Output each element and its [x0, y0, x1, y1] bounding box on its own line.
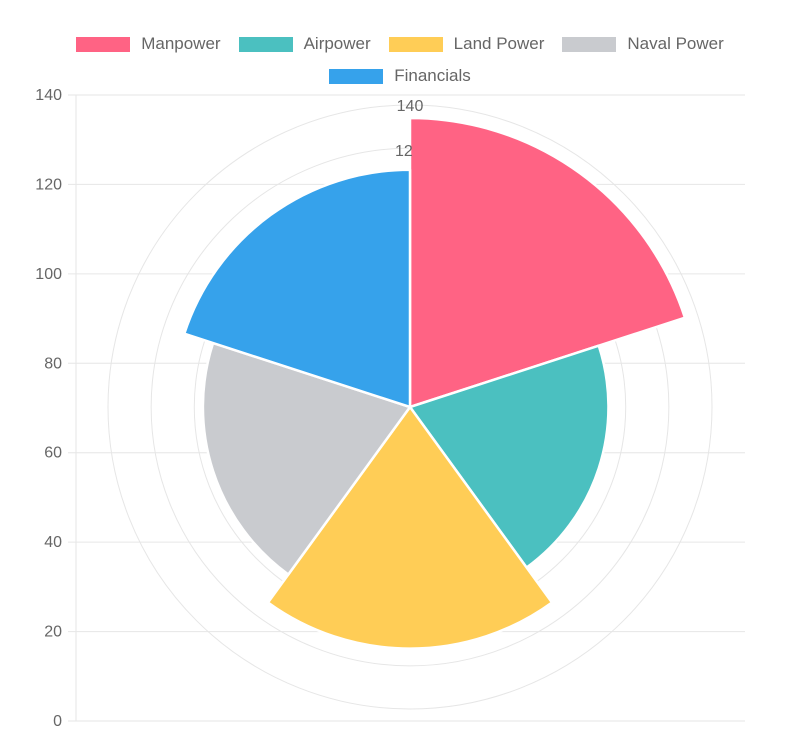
legend-item-land-power[interactable]: Land Power [388, 34, 545, 54]
radial-tick-label: 140 [397, 98, 424, 115]
legend-row: Manpower Airpower Land Power Naval Power [0, 28, 800, 60]
legend-item-naval-power[interactable]: Naval Power [562, 34, 724, 54]
legend-swatch [329, 68, 384, 84]
y-tick-label: 100 [35, 266, 62, 283]
legend-label: Naval Power [627, 34, 724, 53]
legend-swatch [388, 36, 443, 52]
polar-slices [183, 116, 687, 650]
legend-label: Manpower [141, 34, 221, 53]
y-tick-label: 0 [53, 713, 62, 730]
legend-swatch [238, 36, 293, 52]
legend: Manpower Airpower Land Power Naval Power Fi… [0, 28, 800, 92]
y-tick-label: 60 [44, 445, 62, 462]
slice-land-power[interactable] [266, 405, 554, 650]
slice-manpower[interactable] [408, 116, 687, 409]
radial-gridline [107, 104, 713, 710]
radial-tick-label: 12 [395, 143, 413, 160]
slice-airpower[interactable] [408, 344, 610, 569]
radial-tick-labels: 140 12 [395, 98, 423, 160]
y-axis: 0 20 40 60 80 100 120 140 [35, 87, 77, 730]
slice-naval-power[interactable] [201, 341, 412, 576]
legend-swatch [76, 36, 131, 52]
slice-financials[interactable] [183, 168, 412, 409]
legend-label: Airpower [303, 34, 371, 53]
legend-item-financials[interactable]: Financials [329, 66, 471, 86]
y-tick-label: 40 [44, 534, 62, 551]
legend-label: Financials [394, 66, 471, 85]
y-tick-label: 120 [35, 176, 62, 193]
y-tick-label: 20 [44, 624, 62, 641]
legend-row: Financials [0, 60, 800, 92]
legend-label: Land Power [453, 34, 545, 53]
legend-item-manpower[interactable]: Manpower [76, 34, 221, 54]
y-tick-label: 140 [35, 87, 62, 104]
y-tick-label: 80 [44, 355, 62, 372]
legend-item-airpower[interactable]: Airpower [238, 34, 371, 54]
legend-swatch [562, 36, 617, 52]
